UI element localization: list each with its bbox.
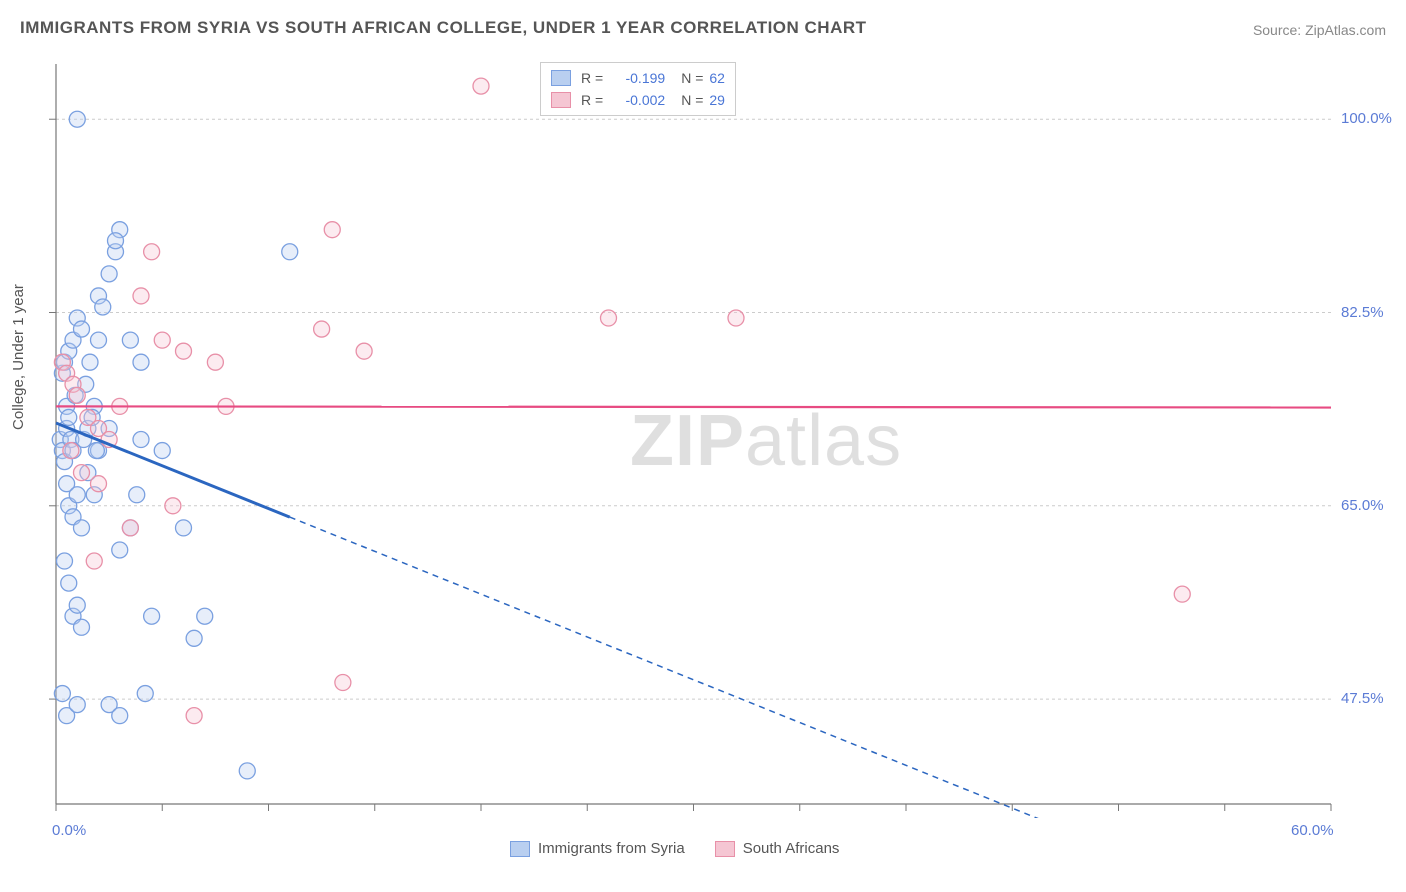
legend-swatch-icon (551, 92, 571, 108)
watermark: ZIPatlas (630, 400, 902, 482)
x-tick-label: 0.0% (52, 822, 86, 839)
series-legend: Immigrants from Syria South Africans (510, 840, 839, 857)
x-tick-label: 60.0% (1291, 822, 1334, 839)
legend-swatch-icon (715, 841, 735, 857)
watermark-rest: atlas (745, 401, 902, 481)
n-value: 29 (709, 92, 725, 108)
source-link[interactable]: ZipAtlas.com (1305, 22, 1386, 38)
legend-swatch-icon (551, 70, 571, 86)
n-label: N = (681, 70, 703, 86)
watermark-bold: ZIP (630, 401, 745, 481)
source-prefix: Source: (1253, 22, 1305, 38)
y-tick-label: 65.0% (1341, 497, 1384, 514)
r-value: -0.002 (609, 92, 665, 108)
r-value: -0.199 (609, 70, 665, 86)
r-label: R = (581, 92, 603, 108)
y-tick-label: 47.5% (1341, 690, 1384, 707)
source-credit: Source: ZipAtlas.com (1253, 22, 1386, 38)
legend-item-syria: Immigrants from Syria (510, 840, 685, 857)
r-label: R = (581, 70, 603, 86)
y-tick-label: 82.5% (1341, 304, 1384, 321)
legend-label: Immigrants from Syria (538, 840, 685, 857)
n-label: N = (681, 92, 703, 108)
legend-swatch-icon (510, 841, 530, 857)
chart-title: IMMIGRANTS FROM SYRIA VS SOUTH AFRICAN C… (20, 18, 867, 38)
legend-row-syria: R = -0.199 N = 62 (551, 67, 725, 89)
y-axis-label: College, Under 1 year (10, 284, 27, 430)
n-value: 62 (709, 70, 725, 86)
legend-row-south_africa: R = -0.002 N = 29 (551, 89, 725, 111)
legend-label: South Africans (743, 840, 840, 857)
correlation-legend: R = -0.199 N = 62 R = -0.002 N = 29 (540, 62, 736, 116)
legend-item-south_africa: South Africans (715, 840, 840, 857)
y-tick-label: 100.0% (1341, 110, 1392, 127)
